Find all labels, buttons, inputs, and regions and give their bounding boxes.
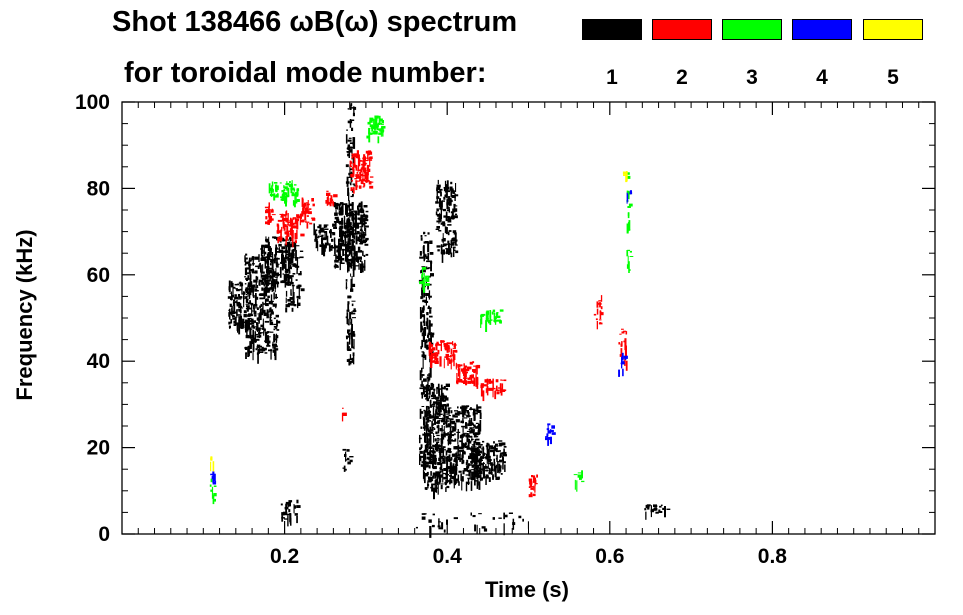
y-tick-label: 100 [75, 91, 110, 114]
legend-label-mode-5: 5 [887, 66, 899, 89]
spectrum-region [280, 499, 301, 527]
spectrum-region [455, 361, 481, 389]
legend-swatch-mode-3 [722, 19, 782, 40]
x-tick-label: 0.6 [595, 545, 624, 568]
spectrum-region [415, 512, 529, 538]
spectrum-region [626, 172, 634, 273]
spectrum-region [264, 202, 276, 225]
spectrum-region [284, 241, 305, 313]
series-mode-4 [210, 190, 633, 485]
spectrum-region [210, 456, 215, 472]
series-mode-2 [264, 150, 628, 498]
legend-swatch-mode-2 [652, 19, 712, 40]
spectrum-region [244, 253, 281, 364]
axes: 0.2 0.4 0.6 0.8 0 20 40 60 80 100 [75, 91, 936, 568]
spectrum-region [480, 378, 507, 402]
legend-label-mode-4: 4 [816, 66, 828, 89]
x-tick-label: 0.8 [758, 545, 788, 568]
spectrum-region [210, 471, 217, 485]
spectrum-region [349, 150, 374, 194]
y-axis-title: Frequency (kHz) [12, 229, 37, 400]
spectrum-region [644, 504, 671, 520]
chart-title-line1: Shot 138466 ωB(ω) spectrum [112, 6, 518, 38]
spectrum-region [626, 190, 633, 204]
y-tick-label: 20 [87, 437, 110, 460]
series-mode-5 [210, 171, 628, 472]
spectrum-region [301, 197, 316, 229]
spectrum-region [419, 267, 430, 293]
spectrum-region [342, 448, 354, 472]
spectrum-region [622, 171, 628, 183]
spectrum-region [422, 382, 452, 500]
legend-label-mode-2: 2 [676, 66, 688, 89]
spectrum-region [435, 179, 459, 263]
y-tick-label: 60 [87, 264, 110, 287]
spectrum-region [618, 328, 628, 371]
spectrum-region [366, 115, 386, 144]
spectrum-region [325, 190, 338, 207]
legend-swatch-mode-4 [792, 19, 852, 40]
spectrum-region [618, 352, 628, 377]
spectrum-region [528, 474, 538, 498]
legend-swatch-mode-1 [582, 19, 642, 40]
y-tick-label: 40 [87, 350, 110, 373]
spectrum-region [471, 440, 507, 486]
x-tick-label: 0.4 [433, 545, 463, 568]
spectrum-region [593, 295, 604, 330]
spectrum-region [313, 223, 337, 257]
legend-label-mode-3: 3 [746, 66, 758, 89]
spectrum-region [209, 478, 217, 505]
spectrum-region [447, 404, 483, 492]
y-tick-label: 0 [98, 523, 110, 546]
series-mode-3 [209, 115, 634, 505]
spectrum-marks [209, 103, 671, 538]
y-tick-label: 80 [87, 177, 110, 200]
series-mode-1 [227, 103, 671, 538]
spectrum-region [280, 180, 300, 208]
spectrum-region [480, 309, 504, 332]
spectrum-region [573, 470, 585, 492]
chart-title-line2: for toroidal mode number: [124, 57, 487, 89]
spectrum-region [545, 423, 556, 446]
spectrum-region [428, 340, 458, 370]
x-axis-title: Time (s) [485, 577, 569, 602]
legend-swatch-mode-5 [863, 19, 923, 40]
plot-frame [121, 101, 936, 535]
spectrum-region [341, 407, 347, 422]
x-tick-label: 0.2 [270, 545, 299, 568]
legend-label-mode-1: 1 [606, 66, 618, 89]
spectrum-region [276, 210, 305, 248]
